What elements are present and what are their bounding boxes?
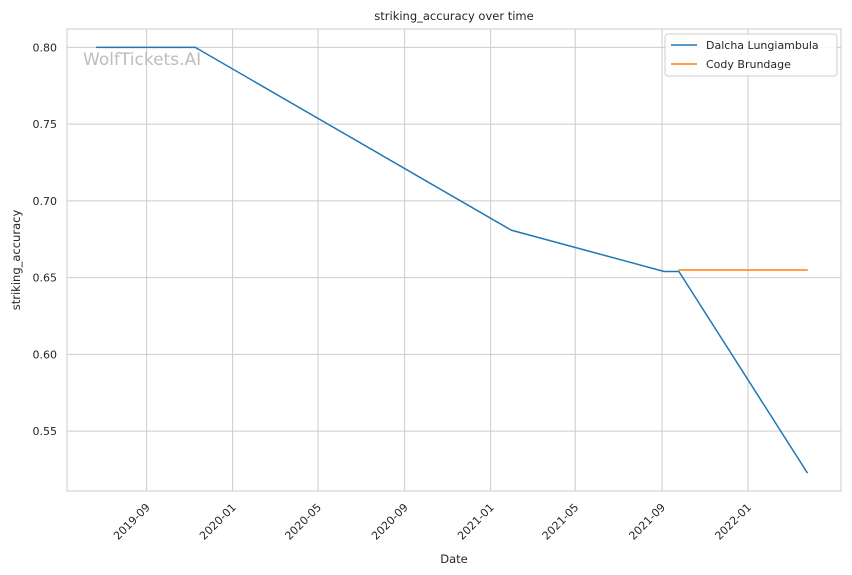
y-tick-label: 0.55	[33, 425, 58, 438]
y-axis-title: striking_accuracy	[9, 210, 23, 311]
x-tick-label: 2021-01	[455, 501, 497, 543]
x-axis-title: Date	[440, 552, 468, 566]
legend-label-0: Dalcha Lungiambula	[706, 39, 819, 52]
y-tick-label: 0.60	[33, 348, 58, 361]
x-tick-label: 2019-09	[111, 501, 153, 543]
watermark: WolfTickets.AI	[83, 50, 201, 70]
y-tick-label: 0.70	[33, 195, 58, 208]
x-tick-label: 2021-05	[540, 501, 582, 543]
x-tick-label: 2022-01	[712, 501, 754, 543]
x-tick-label: 2020-05	[282, 501, 324, 543]
legend: Dalcha Lungiambula Cody Brundage	[664, 33, 838, 77]
plot-area	[66, 28, 842, 492]
chart-title: striking_accuracy over time	[374, 9, 533, 23]
series-layer	[95, 46, 808, 474]
x-tick-label: 2021-09	[626, 501, 668, 543]
legend-label-1: Cody Brundage	[706, 58, 791, 71]
y-axis-ticks: 0.55 0.60 0.65 0.70 0.75 0.80	[33, 41, 58, 438]
y-tick-label: 0.75	[33, 118, 58, 131]
y-tick-label: 0.80	[33, 41, 58, 54]
x-axis-ticks: 2019-09 2020-01 2020-05 2020-09 2021-01 2021-…	[111, 501, 754, 543]
legend-box	[664, 33, 838, 77]
series-line-0	[95, 46, 808, 474]
x-tick-label: 2020-09	[369, 501, 411, 543]
y-tick-label: 0.65	[33, 272, 58, 285]
x-tick-label: 2020-01	[197, 501, 239, 543]
